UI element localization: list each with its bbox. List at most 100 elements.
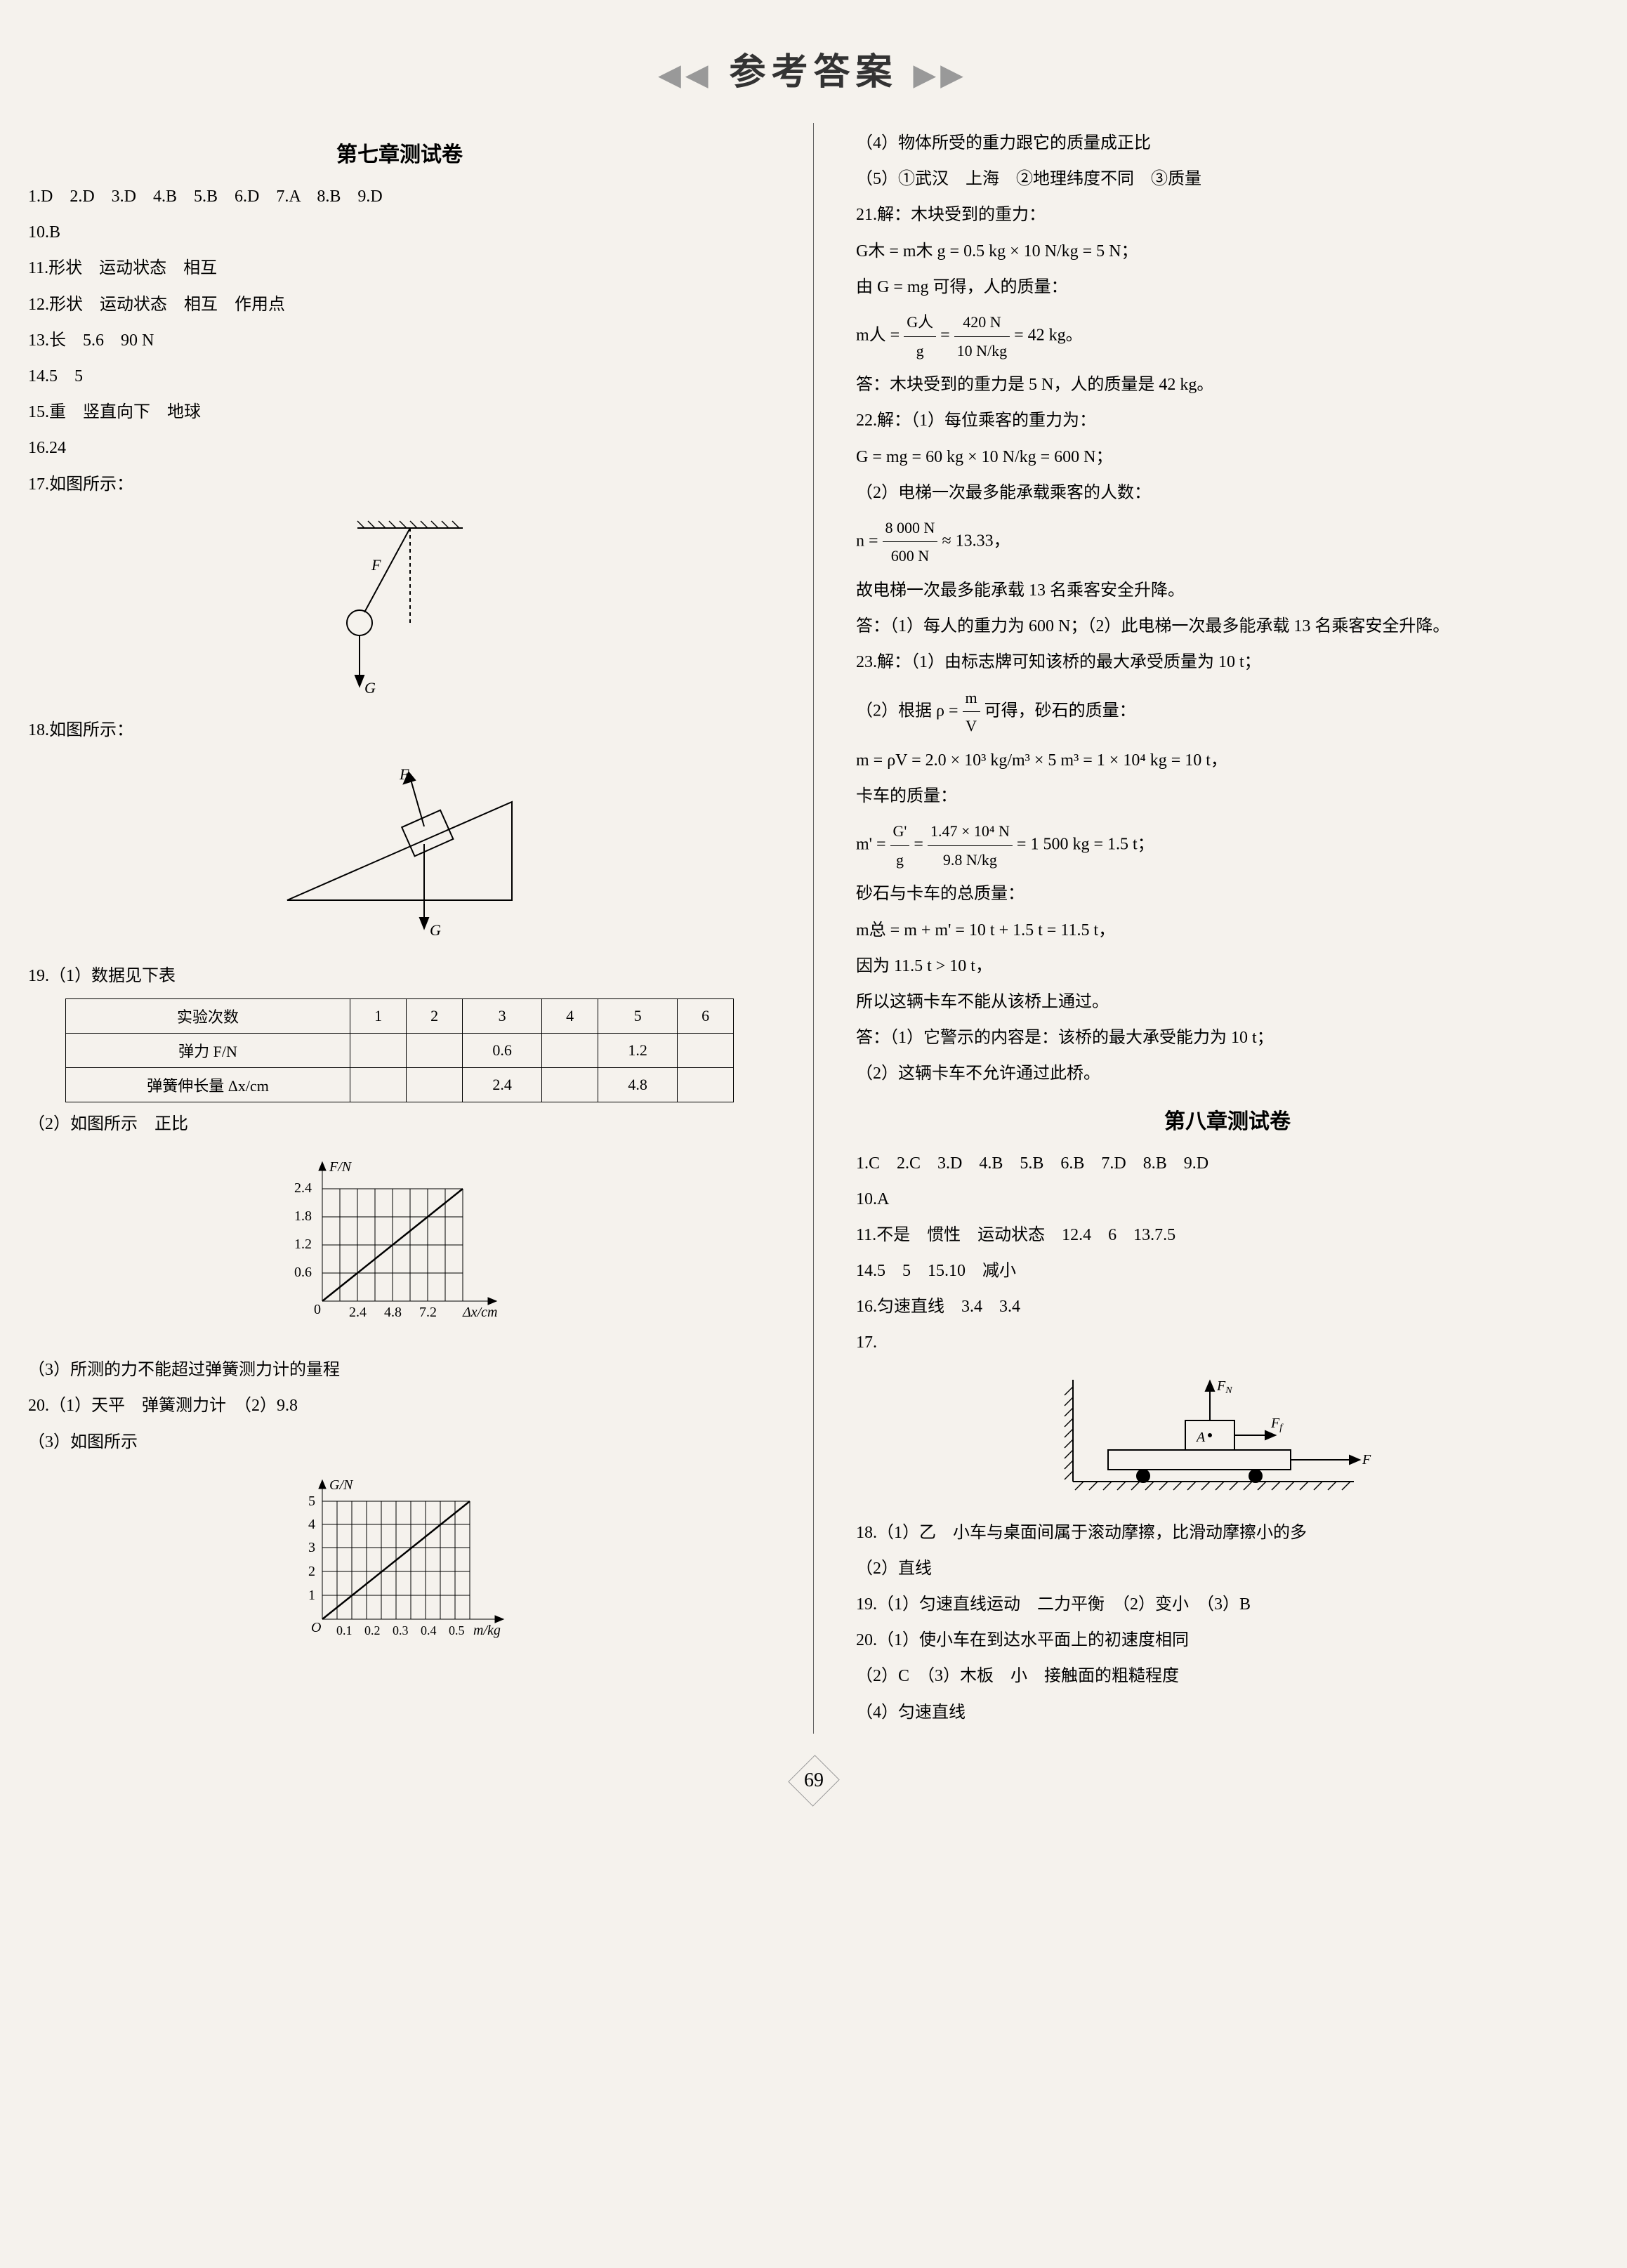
diagram-18: F G [28, 760, 771, 947]
diagram-ch8-17: A FN Ff F [856, 1373, 1599, 1504]
svg-text:FN: FN [1216, 1378, 1232, 1396]
ch8-q20-2: （2）C （3）木板 小 接触面的粗糙程度 [856, 1661, 1599, 1692]
svg-text:1: 1 [308, 1588, 315, 1603]
ch7-q12: 12.形状 运动状态 相互 作用点 [28, 290, 771, 320]
svg-text:F: F [371, 556, 381, 574]
svg-text:0.2: 0.2 [364, 1623, 381, 1637]
svg-text:m/kg: m/kg [473, 1623, 501, 1638]
svg-text:2.4: 2.4 [294, 1180, 312, 1196]
svg-text:Δx/cm: Δx/cm [462, 1305, 498, 1320]
ch7-q19-label: 19.（1）数据见下表 [28, 961, 771, 991]
ch8-q18-2: （2）直线 [856, 1554, 1599, 1584]
ch7-q23-ans1: 答：（1）它警示的内容是：该桥的最大承受能力为 10 t； [856, 1023, 1599, 1053]
ch7-q22-label: 22.解：（1）每位乘客的重力为： [856, 406, 1599, 436]
left-column: 第七章测试卷 1.D 2.D 3.D 4.B 5.B 6.D 7.A 8.B 9… [28, 123, 771, 1734]
arrow-left-icon: ◀◀ [659, 60, 714, 91]
fraction: 8 000 N600 N [883, 514, 938, 570]
svg-text:F/N: F/N [329, 1159, 353, 1175]
svg-text:0: 0 [314, 1302, 321, 1317]
svg-text:7.2: 7.2 [419, 1305, 437, 1320]
ch7-q19-2: （2）如图所示 正比 [28, 1109, 771, 1140]
chart-q19-svg: 2.41.81.20.6 0 2.44.87.2 F/N Δx/cm [280, 1154, 519, 1336]
svg-text:0.1: 0.1 [336, 1623, 353, 1637]
table-row: 弹力 F/N 0.6 1.2 [65, 1034, 733, 1068]
ch7-q21-label: 21.解：木块受到的重力： [856, 200, 1599, 230]
ch7-q15: 15.重 竖直向下 地球 [28, 397, 771, 428]
fraction: 420 N10 N/kg [954, 308, 1010, 364]
ch7-q23-t2: （2）根据 ρ = mV 可得，砂石的质量： [856, 684, 1599, 740]
diagram-17: F G [28, 514, 771, 701]
column-divider [813, 123, 814, 1734]
svg-text:0.3: 0.3 [393, 1623, 409, 1637]
ch7-q21-eq2: m人 = G人g = 420 N10 N/kg = 42 kg。 [856, 308, 1599, 364]
svg-text:0.4: 0.4 [421, 1623, 437, 1637]
ch8-q20-4: （4）匀速直线 [856, 1698, 1599, 1728]
main-title: 参考答案 [729, 52, 897, 93]
ch7-q23-ans2: （2）这辆卡车不允许通过此桥。 [856, 1059, 1599, 1089]
ch7-q20-3: （3）如图所示 [28, 1428, 771, 1458]
svg-text:4: 4 [308, 1517, 315, 1532]
ch8-q10: 10.A [856, 1185, 1599, 1215]
table-row: 实验次数 1 2 3 4 5 6 [65, 999, 733, 1034]
ch7-q10: 10.B [28, 218, 771, 248]
svg-text:3: 3 [308, 1540, 315, 1555]
ch7-q16: 16.24 [28, 433, 771, 463]
ch7-q22-eq1: G = mg = 60 kg × 10 N/kg = 600 N； [856, 442, 1599, 473]
cart-diagram-svg: A FN Ff F [1052, 1373, 1403, 1499]
ch7-q11: 11.形状 运动状态 相互 [28, 253, 771, 284]
chapter8-title: 第八章测试卷 [856, 1104, 1599, 1135]
ch8-q20: 20.（1）使小车在到达水平面上的初速度相同 [856, 1626, 1599, 1656]
ch7-q21-t2: 由 G = mg 可得，人的质量： [856, 272, 1599, 303]
svg-text:4.8: 4.8 [384, 1305, 402, 1320]
ch7-q18-label: 18.如图所示： [28, 716, 771, 746]
page-number: 69 [28, 1762, 1599, 1800]
ch7-q21-ans: 答：木块受到的重力是 5 N，人的质量是 42 kg。 [856, 370, 1599, 400]
ch7-q23-t3: 卡车的质量： [856, 782, 1599, 812]
chapter7-title: 第七章测试卷 [28, 137, 771, 168]
svg-text:1.8: 1.8 [294, 1208, 312, 1224]
arrow-right-icon: ▶▶ [914, 60, 968, 91]
ch7-q22-t2: （2）电梯一次最多能承载乘客的人数： [856, 478, 1599, 508]
ch8-q18: 18.（1）乙 小车与桌面间属于滚动摩擦，比滑动摩擦小的多 [856, 1518, 1599, 1548]
chart-q20-svg: 54321 O 0.10.20.30.40.5 G/N m/kg [280, 1472, 519, 1654]
ch7-q13: 13.长 5.6 90 N [28, 326, 771, 356]
ch7-q23-t5: 因为 11.5 t > 10 t， [856, 951, 1599, 982]
ch7-q23-t6: 所以这辆卡车不能从该桥上通过。 [856, 987, 1599, 1017]
svg-text:1.2: 1.2 [294, 1237, 312, 1252]
fraction: mV [963, 684, 980, 740]
ch7-q23-eq3: m总 = m + m' = 10 t + 1.5 t = 11.5 t， [856, 916, 1599, 946]
ch7-q23-label: 23.解：（1）由标志牌可知该桥的最大承受质量为 10 t； [856, 647, 1599, 678]
two-column-layout: 第七章测试卷 1.D 2.D 3.D 4.B 5.B 6.D 7.A 8.B 9… [28, 123, 1599, 1734]
force-diagram-17-svg: F G [294, 514, 505, 697]
table-row: 弹簧伸长量 Δx/cm 2.4 4.8 [65, 1068, 733, 1102]
ch7-q20-5: （5）①武汉 上海 ②地理纬度不同 ③质量 [856, 164, 1599, 195]
svg-text:2.4: 2.4 [349, 1305, 367, 1320]
fraction: G'g [890, 817, 910, 873]
chart-q20: 54321 O 0.10.20.30.40.5 G/N m/kg [28, 1472, 771, 1659]
svg-text:A: A [1195, 1430, 1206, 1445]
ch8-q14: 14.5 5 15.10 减小 [856, 1256, 1599, 1286]
ch7-q20-4: （4）物体所受的重力跟它的质量成正比 [856, 128, 1599, 159]
svg-text:F: F [399, 765, 409, 783]
ch7-q14: 14.5 5 [28, 362, 771, 392]
svg-text:5: 5 [308, 1494, 315, 1509]
th-exp: 实验次数 [65, 999, 350, 1034]
ch7-q17-label: 17.如图所示： [28, 470, 771, 500]
svg-text:G: G [430, 921, 441, 939]
incline-diagram-svg: F G [259, 760, 540, 942]
banner-title: ◀◀ 参考答案 ▶▶ [28, 42, 1599, 95]
svg-text:O: O [311, 1620, 321, 1635]
ch7-q22-t3: 故电梯一次最多能承载 13 名乘客安全升降。 [856, 576, 1599, 606]
ch8-q19: 19.（1）匀速直线运动 二力平衡 （2）变小 （3）B [856, 1590, 1599, 1620]
ch7-q23-eq1: m = ρV = 2.0 × 10³ kg/m³ × 5 m³ = 1 × 10… [856, 746, 1599, 776]
svg-text:G: G [364, 679, 376, 697]
ch7-q21-eq1: G木 = m木 g = 0.5 kg × 10 N/kg = 5 N； [856, 237, 1599, 267]
svg-text:0.5: 0.5 [449, 1623, 465, 1637]
ch7-q20: 20.（1）天平 弹簧测力计 （2）9.8 [28, 1391, 771, 1421]
ch7-q19-3: （3）所测的力不能超过弹簧测力计的量程 [28, 1355, 771, 1385]
ch7-q23-t4: 砂石与卡车的总质量： [856, 879, 1599, 909]
ch7-q22-eq2: n = 8 000 N600 N ≈ 13.33， [856, 514, 1599, 570]
fraction: 1.47 × 10⁴ N9.8 N/kg [928, 817, 1013, 873]
chart-q19: 2.41.81.20.6 0 2.44.87.2 F/N Δx/cm [28, 1154, 771, 1341]
ch8-q16: 16.匀速直线 3.4 3.4 [856, 1292, 1599, 1322]
